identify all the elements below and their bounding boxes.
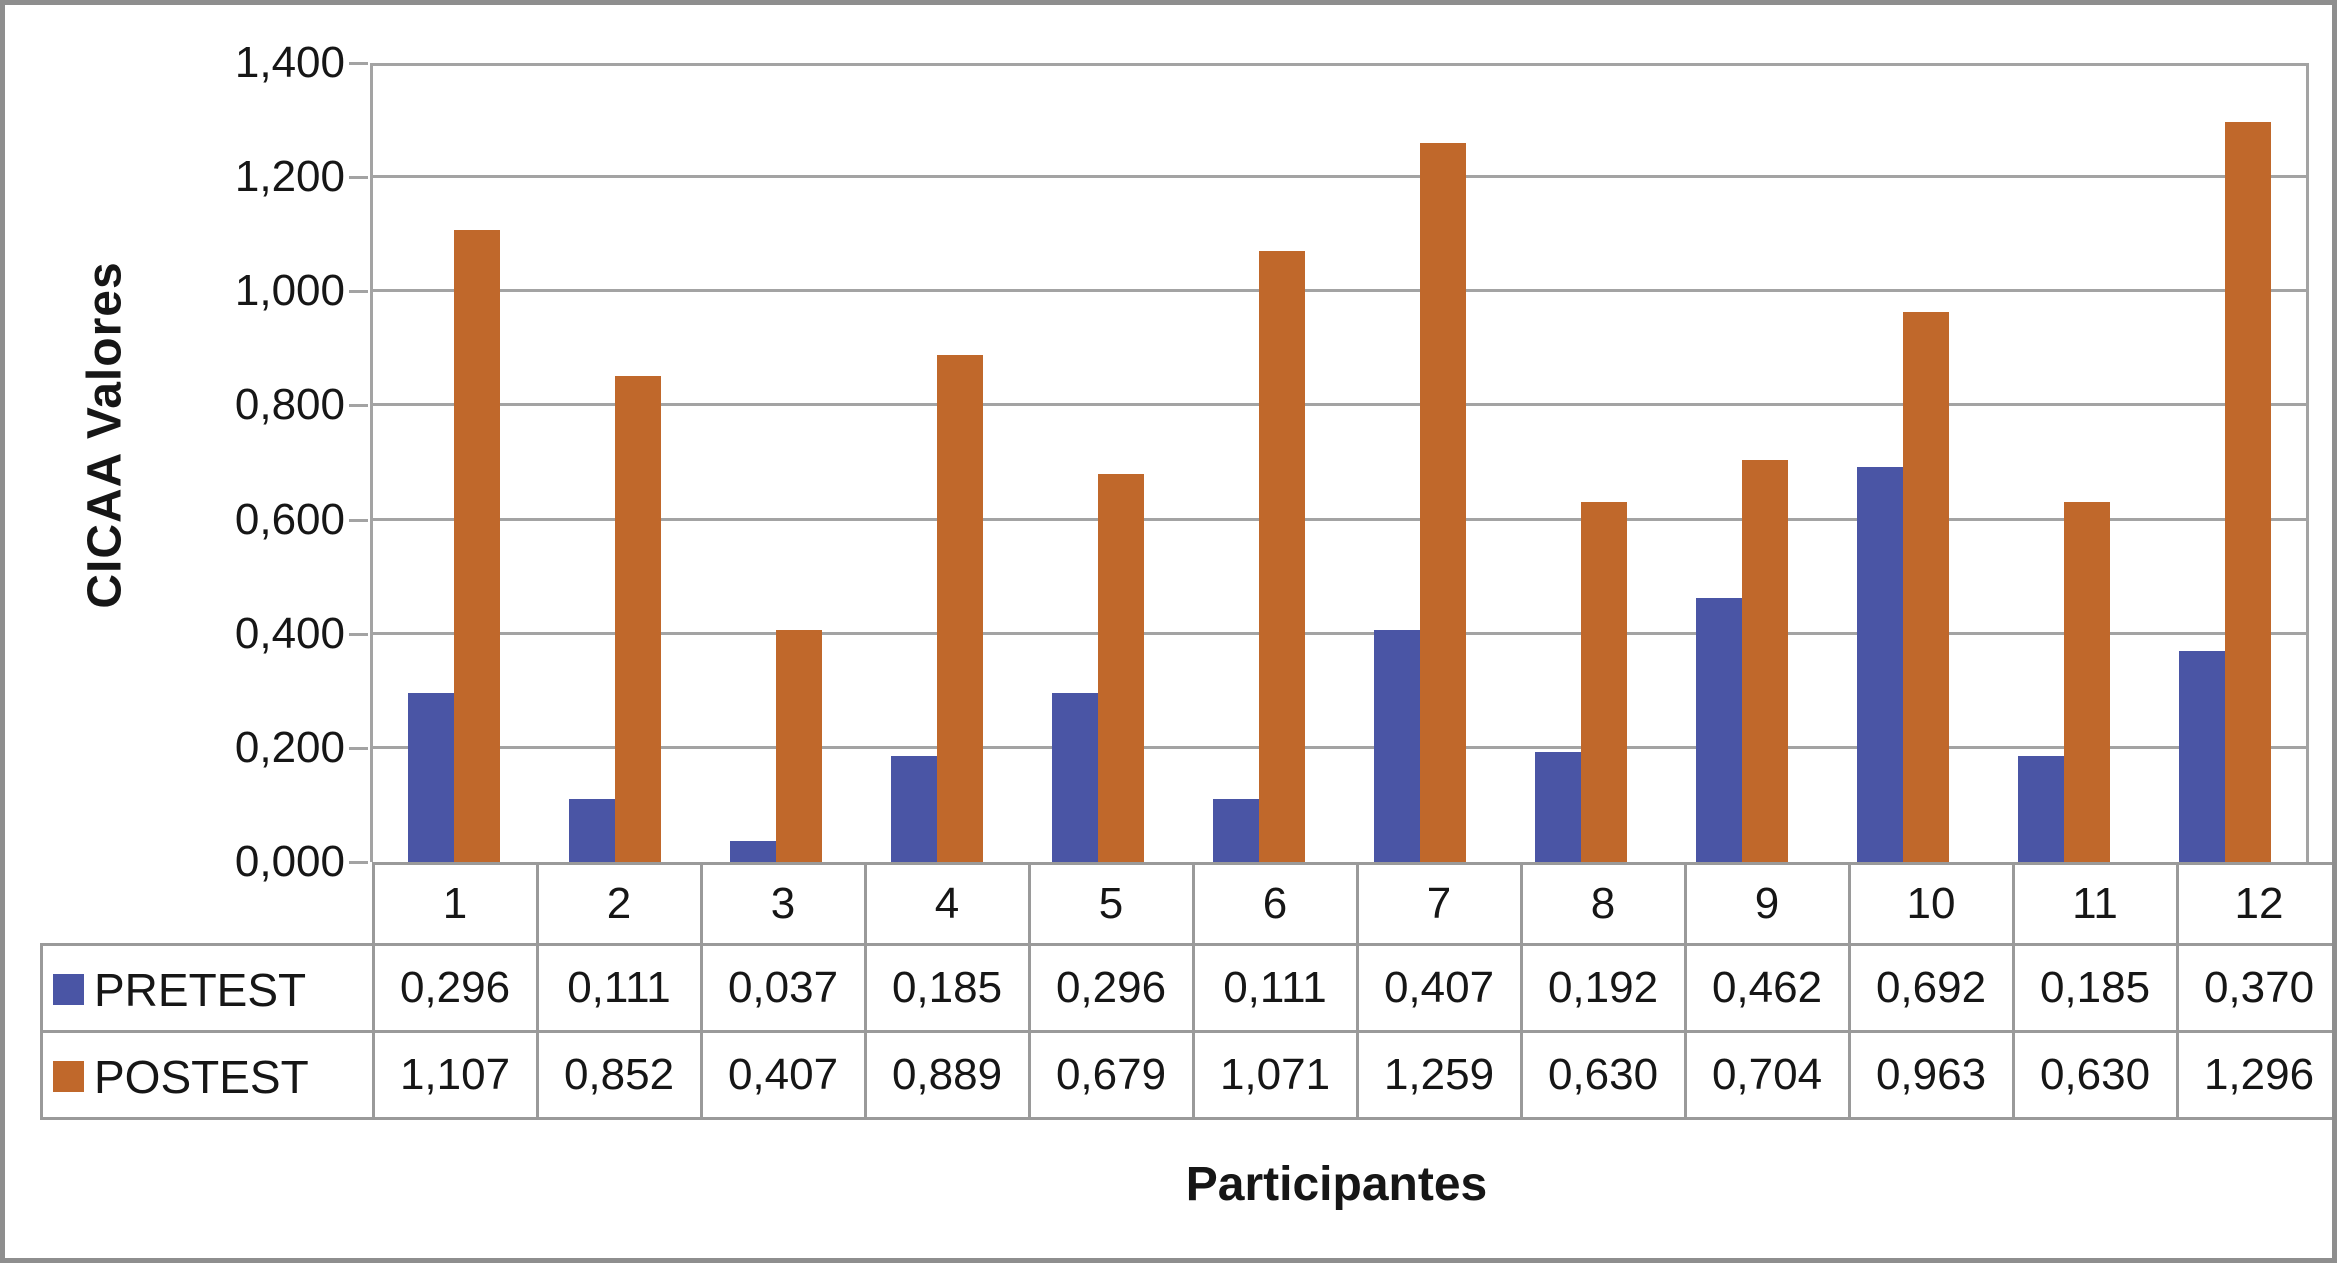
bar-postest-12 (2225, 122, 2271, 862)
y-tick-label: 1,200 (234, 152, 345, 201)
y-axis-tick (349, 290, 368, 293)
bar-pretest-12 (2179, 651, 2225, 862)
y-axis-tick (349, 404, 368, 407)
gridline (373, 289, 2306, 292)
bar-pretest-1 (408, 693, 454, 862)
x-axis-title: Participantes (1185, 1158, 1488, 1211)
legend-cell-pretest: PRETEST (40, 943, 375, 1033)
value-pretest-4: 0,185 (863, 943, 1031, 1033)
bar-pretest-3 (730, 841, 776, 862)
value-pretest-11: 0,185 (2011, 943, 2179, 1033)
value-postest-10: 0,963 (1847, 1030, 2015, 1120)
y-axis-tick (349, 62, 368, 65)
bar-postest-10 (1903, 312, 1949, 862)
y-tick-label: 0,800 (234, 380, 345, 429)
value-pretest-1: 0,296 (371, 943, 539, 1033)
gridline (373, 175, 2306, 178)
bar-pretest-4 (891, 756, 937, 862)
category-header-5: 5 (1027, 862, 1195, 946)
bar-postest-5 (1098, 474, 1144, 862)
category-header-9: 9 (1683, 862, 1851, 946)
bar-pretest-5 (1052, 693, 1098, 862)
bar-postest-2 (615, 376, 661, 862)
y-tick-label: 0,000 (234, 837, 345, 886)
gridline (373, 632, 2306, 635)
bar-pretest-6 (1213, 799, 1259, 862)
value-postest-1: 1,107 (371, 1030, 539, 1120)
value-postest-11: 0,630 (2011, 1030, 2179, 1120)
bar-postest-3 (776, 630, 822, 862)
value-postest-9: 0,704 (1683, 1030, 1851, 1120)
bar-pretest-9 (1696, 598, 1742, 862)
plot-area (370, 63, 2309, 862)
value-pretest-7: 0,407 (1355, 943, 1523, 1033)
value-postest-2: 0,852 (535, 1030, 703, 1120)
value-pretest-3: 0,037 (699, 943, 867, 1033)
pretest-legend-swatch-icon (53, 974, 84, 1006)
gridline (373, 63, 2306, 66)
value-pretest-10: 0,692 (1847, 943, 2015, 1033)
category-header-10: 10 (1847, 862, 2015, 946)
bar-pretest-10 (1857, 467, 1903, 862)
category-header-7: 7 (1355, 862, 1523, 946)
value-pretest-8: 0,192 (1519, 943, 1687, 1033)
value-pretest-5: 0,296 (1027, 943, 1195, 1033)
value-pretest-2: 0,111 (535, 943, 703, 1033)
category-header-2: 2 (535, 862, 703, 946)
category-header-4: 4 (863, 862, 1031, 946)
postest-legend-swatch-icon (53, 1061, 84, 1093)
data-table: 1 2 3 4 5 6 7 8 9 10 11 12 PRETEST 0,296 0,111 0,037 0,1… (40, 862, 2332, 1120)
y-axis-tick (349, 747, 368, 750)
value-postest-6: 1,071 (1191, 1030, 1359, 1120)
value-postest-7: 1,259 (1355, 1030, 1523, 1120)
bar-postest-7 (1420, 143, 1466, 862)
y-axis-tick (349, 176, 368, 179)
bar-postest-4 (937, 355, 983, 862)
y-tick-label: 1,400 (234, 38, 345, 87)
category-header-6: 6 (1191, 862, 1359, 946)
value-postest-5: 0,679 (1027, 1030, 1195, 1120)
bar-postest-6 (1259, 251, 1305, 862)
bar-pretest-11 (2018, 756, 2064, 862)
table-header-row: 1 2 3 4 5 6 7 8 9 10 11 12 (42, 862, 2332, 946)
value-pretest-12: 0,370 (2175, 943, 2332, 1033)
y-tick-label: 1,000 (234, 266, 345, 315)
category-header-11: 11 (2011, 862, 2179, 946)
bar-postest-9 (1742, 460, 1788, 862)
y-axis-tick (349, 633, 368, 636)
y-tick-label: 0,600 (234, 495, 345, 544)
gridline (373, 746, 2306, 749)
bar-postest-11 (2064, 502, 2110, 862)
y-tick-label: 0,400 (234, 609, 345, 658)
y-axis-title: CICAA Valores (78, 261, 132, 609)
bar-postest-1 (454, 230, 500, 862)
y-tick-label: 0,200 (234, 723, 345, 772)
bar-pretest-8 (1535, 752, 1581, 862)
series-row-postest: POSTEST 1,107 0,852 0,407 0,889 0,679 1,071 1,2… (40, 1030, 2332, 1120)
legend-cell-postest: POSTEST (40, 1030, 375, 1120)
series-name-postest: POSTEST (94, 1050, 309, 1103)
category-header-8: 8 (1519, 862, 1687, 946)
bar-postest-8 (1581, 502, 1627, 862)
category-header-1: 1 (371, 862, 539, 946)
category-header-3: 3 (699, 862, 867, 946)
gridline (373, 403, 2306, 406)
series-row-pretest: PRETEST 0,296 0,111 0,037 0,185 0,296 0,111 0,4… (40, 943, 2332, 1033)
value-pretest-6: 0,111 (1191, 943, 1359, 1033)
table-corner-cell (42, 864, 374, 945)
value-postest-8: 0,630 (1519, 1030, 1687, 1120)
y-axis-tick (349, 519, 368, 522)
value-postest-3: 0,407 (699, 1030, 867, 1120)
y-axis-tick (349, 861, 368, 864)
category-header-12: 12 (2175, 862, 2332, 946)
gridline (373, 518, 2306, 521)
series-name-pretest: PRETEST (94, 963, 307, 1016)
value-postest-4: 0,889 (863, 1030, 1031, 1120)
value-pretest-9: 0,462 (1683, 943, 1851, 1033)
value-postest-12: 1,296 (2175, 1030, 2332, 1120)
bar-pretest-7 (1374, 630, 1420, 862)
bar-pretest-2 (569, 799, 615, 862)
